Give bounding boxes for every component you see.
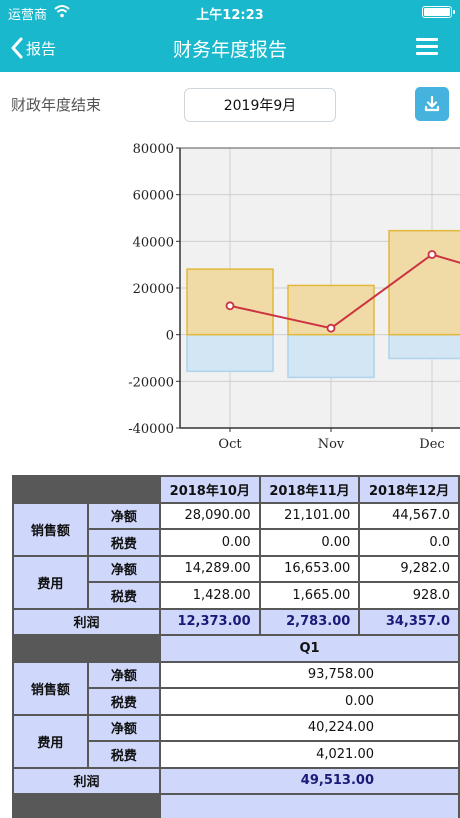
- chevron-left-icon: [11, 37, 23, 59]
- table-cell: 16,653.00: [260, 556, 359, 581]
- table-cell: 1,428.00: [160, 583, 259, 608]
- profit-point: [427, 250, 437, 259]
- next-period-header: [160, 795, 458, 818]
- profit-chart: 80000 60000 40000 20000 0 -20000 -40000 Oct Nov D…: [128, 142, 460, 452]
- bar-sales: [388, 229, 460, 336]
- x-tick-label: Oct: [218, 437, 242, 452]
- table-cell: 0.0: [360, 530, 458, 555]
- bar-expense: [388, 333, 460, 360]
- page-title: 财务年度报告: [172, 39, 287, 61]
- quarter-header: Q1: [160, 636, 458, 661]
- table-cell: 93,758.00: [160, 662, 458, 687]
- bar-expense: [287, 333, 375, 379]
- y-tick-label: 0: [166, 329, 174, 344]
- table-cell: 0.00: [260, 530, 359, 555]
- download-icon: [424, 95, 440, 112]
- download-button[interactable]: [415, 87, 449, 121]
- table-corner: [14, 477, 159, 502]
- profit-cell: 12,373.00: [160, 609, 259, 634]
- table-cell: 1,665.00: [260, 583, 359, 608]
- net-row-label: 净额: [88, 556, 159, 581]
- tax-row-label: 税费: [88, 583, 159, 608]
- table-cell: 40,224.00: [160, 715, 458, 740]
- y-tick-label: -40000: [128, 422, 174, 437]
- nav-bar: 报告 财务年度报告: [0, 28, 460, 68]
- table-corner: [14, 795, 159, 818]
- carrier-label: 运营商: [8, 8, 48, 23]
- hamburger-menu-icon[interactable]: [416, 38, 438, 56]
- y-tick-label: -20000: [128, 375, 174, 390]
- expense-group-label: 费用: [14, 556, 87, 608]
- sales-group-label: 销售额: [14, 662, 87, 714]
- fiscal-year-end-field[interactable]: [184, 88, 336, 122]
- y-tick-label: 20000: [133, 282, 174, 297]
- back-label: 报告: [26, 39, 57, 58]
- bar-expense: [186, 333, 274, 373]
- net-row-label: 净额: [88, 662, 159, 687]
- table-cell: 21,101.00: [260, 503, 359, 528]
- month-header: 2018年12月: [360, 477, 458, 502]
- fiscal-year-end-label: 财政年度结束: [11, 96, 102, 114]
- table-cell: 0.00: [160, 530, 259, 555]
- y-tick-label: 60000: [133, 189, 174, 204]
- table-cell: 0.00: [160, 689, 458, 714]
- table-cell: 9,282.0: [360, 556, 458, 581]
- battery-icon: [422, 6, 455, 18]
- net-row-label: 净额: [88, 715, 159, 740]
- financial-report-table: 2018年10月 2018年11月 2018年12月 销售额 净额 28,090…: [12, 475, 460, 818]
- profit-cell: 34,357.0: [360, 609, 458, 634]
- x-tick-label: Nov: [318, 437, 345, 452]
- profit-row-label: 利润: [14, 609, 159, 634]
- profit-row-label: 利润: [14, 768, 159, 793]
- table-corner: [14, 636, 159, 661]
- tax-row-label: 税费: [88, 530, 159, 555]
- table-cell: 28,090.00: [160, 503, 259, 528]
- y-tick-label: 40000: [133, 235, 174, 250]
- net-row-label: 净额: [88, 503, 159, 528]
- profit-cell: 2,783.00: [260, 609, 359, 634]
- month-header: 2018年10月: [160, 477, 259, 502]
- profit-point: [225, 301, 235, 311]
- sales-group-label: 销售额: [14, 503, 87, 555]
- profit-point: [326, 323, 336, 333]
- profit-cell: 49,513.00: [160, 768, 458, 793]
- tax-row-label: 税费: [88, 689, 159, 714]
- table-cell: 14,289.00: [160, 556, 259, 581]
- bar-sales: [186, 268, 274, 336]
- wifi-icon: [54, 5, 70, 18]
- month-header: 2018年11月: [260, 477, 359, 502]
- app-header: 运营商 上午12:23 报告 财务年度报告: [0, 0, 460, 72]
- profit-line: [229, 253, 460, 330]
- tax-row-label: 税费: [88, 742, 159, 767]
- table-cell: 928.0: [360, 583, 458, 608]
- y-tick-label: 80000: [133, 142, 174, 157]
- table-cell: 44,567.0: [360, 503, 458, 528]
- back-button[interactable]: 报告: [10, 34, 56, 62]
- table-cell: 4,021.00: [160, 742, 458, 767]
- x-tick-label: Dec: [419, 437, 444, 452]
- status-time: 上午12:23: [196, 8, 264, 23]
- expense-group-label: 费用: [14, 715, 87, 767]
- status-bar: 运营商 上午12:23: [0, 0, 460, 24]
